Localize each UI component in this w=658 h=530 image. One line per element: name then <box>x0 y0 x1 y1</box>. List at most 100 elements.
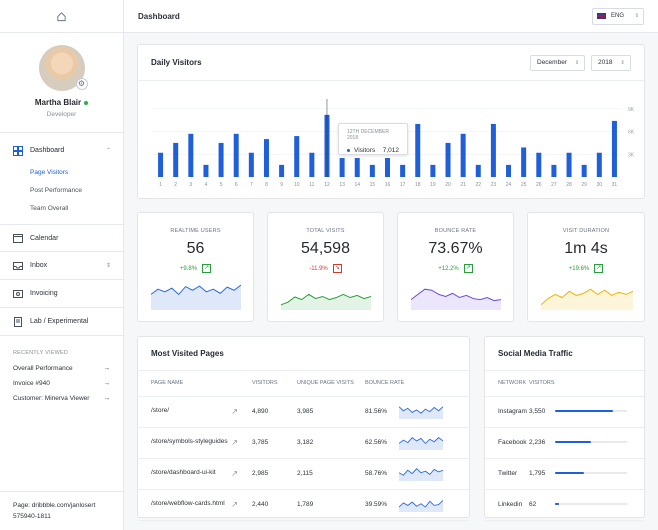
bar-day-26[interactable] <box>536 152 542 177</box>
bar-day-21[interactable] <box>460 133 466 177</box>
bar-day-7[interactable] <box>248 152 254 177</box>
most-visited-pages-card: Most Visited Pages PAGE NAME VISITORS UN… <box>137 336 470 521</box>
tooltip-date: 12TH DECEMBER 2018 <box>347 129 389 141</box>
table-row[interactable]: /store/symbols-styleguides ↗ 3,785 3,182 62.… <box>138 427 469 459</box>
x-tick-label: 12 <box>324 182 330 188</box>
bar-day-29[interactable] <box>581 164 587 177</box>
bar-day-11[interactable] <box>309 152 315 177</box>
series-dot <box>347 149 350 152</box>
page-name-wrap: /store/ ↗ <box>151 407 252 416</box>
visitors-cell: 3,785 <box>252 427 297 459</box>
bar-day-20[interactable] <box>445 142 451 177</box>
page-name[interactable]: /store/symbols-styleguides <box>151 438 228 445</box>
sidebar-item-inbox[interactable]: Inbox ⇕ <box>0 252 123 279</box>
bar-day-24[interactable] <box>506 164 512 177</box>
unique-visits-cell: 2,115 <box>297 458 365 490</box>
col-visitors[interactable]: VISITORS <box>529 371 644 397</box>
bar-day-27[interactable] <box>551 164 557 177</box>
social-card-title: Social Media Traffic <box>498 349 573 358</box>
stat-label: TOTAL VISITS <box>306 228 345 234</box>
nav-lab-section: Lab / Experimental <box>0 308 123 336</box>
bar-day-2[interactable] <box>173 142 179 177</box>
external-link-icon[interactable]: ↗ <box>231 500 238 509</box>
bar-day-6[interactable] <box>233 133 239 177</box>
bar-day-5[interactable] <box>218 142 224 177</box>
bar-day-13[interactable] <box>339 158 345 177</box>
bar-day-19[interactable] <box>430 164 436 177</box>
bar-day-30[interactable] <box>596 152 602 177</box>
language-select[interactable]: ENG ⇕ <box>592 7 644 25</box>
sidebar-item-dashboard[interactable]: Dashboard ⌃ <box>0 137 123 164</box>
page-name-cell: /store/webflow-cards.html ↗ <box>138 489 252 521</box>
recent-item-invoice[interactable]: Invoice #940 → <box>0 376 123 391</box>
table-row[interactable]: Instagram 3,550 <box>485 396 644 428</box>
bar-day-23[interactable] <box>490 123 496 177</box>
home-icon[interactable] <box>56 11 67 22</box>
table-row[interactable]: Facebook 2,236 <box>485 427 644 459</box>
table-row[interactable]: /store/dashboard-ui-kit ↗ 2,985 2,115 58.76% <box>138 458 469 490</box>
pages-table-body: /store/ ↗ 4,890 3,985 81.56% /store/symbols-s… <box>138 396 469 521</box>
recent-item-overall-performance[interactable]: Overall Performance → <box>0 361 123 376</box>
table-row[interactable]: /store/webflow-cards.html ↗ 2,440 1,789 39.5… <box>138 489 469 521</box>
page-name[interactable]: /store/dashboard-ui-kit <box>151 469 216 476</box>
page-name[interactable]: /store/ <box>151 407 170 414</box>
bar-day-15[interactable] <box>369 164 375 177</box>
bar-day-10[interactable] <box>294 136 300 177</box>
col-bounce[interactable]: BOUNCE RATE <box>365 371 469 397</box>
sidebar-item-calendar[interactable]: Calendar <box>0 225 123 251</box>
bar-day-22[interactable] <box>475 164 481 177</box>
table-row[interactable]: Twitter 1,795 <box>485 458 644 490</box>
bounce-sparkline <box>399 499 443 512</box>
profile-name-row: Martha Blair <box>0 98 123 107</box>
bar-day-8[interactable] <box>263 139 269 177</box>
sidebar-subitem-team-overall[interactable]: Team Overall <box>30 205 69 212</box>
external-link-icon[interactable]: ↗ <box>231 469 238 478</box>
avatar[interactable]: ⚙ <box>38 45 88 91</box>
topbar: Dashboard ENG ⇕ <box>124 0 658 33</box>
external-link-icon[interactable]: ↗ <box>231 438 238 447</box>
visitors-cell: 3,550 <box>529 396 555 428</box>
x-tick-label: 28 <box>566 182 572 188</box>
sidebar-subitem-page-visitors[interactable]: Page Visitors <box>30 169 69 176</box>
user-profile: ⚙ Martha Blair Developer <box>0 33 123 133</box>
bar-day-18[interactable] <box>415 123 421 177</box>
chevron-updown-icon[interactable]: ⇕ <box>105 263 111 269</box>
bar-day-9[interactable] <box>279 164 285 177</box>
table-row[interactable]: Linkedin 62 <box>485 489 644 521</box>
recent-item-customer[interactable]: Customer: Minerva Viewer → <box>0 391 123 406</box>
x-tick-label: 19 <box>430 182 436 188</box>
bar-day-28[interactable] <box>566 152 572 177</box>
inbox-icon <box>13 261 23 270</box>
nav-invoicing-section: Invoicing <box>0 280 123 308</box>
bar-day-25[interactable] <box>521 147 527 177</box>
footer-page-link[interactable]: Page: dribbble.com/janlosert <box>13 502 96 509</box>
bar-day-17[interactable] <box>400 164 406 177</box>
gear-icon[interactable]: ⚙ <box>75 78 88 90</box>
month-select[interactable]: December ⇕ <box>530 54 585 71</box>
col-network[interactable]: NETWORK <box>485 371 529 397</box>
page-name[interactable]: /store/webflow-cards.html <box>151 500 225 507</box>
bar-day-4[interactable] <box>203 164 209 177</box>
social-table-body: Instagram 3,550 Facebook 2,236 Twitter 1,795 L… <box>485 396 644 521</box>
bar-day-16[interactable] <box>385 158 390 177</box>
bar-day-14[interactable] <box>354 158 360 177</box>
bar-day-1[interactable] <box>158 152 164 177</box>
chevron-up-icon[interactable]: ⌃ <box>105 148 111 154</box>
network-cell: Facebook <box>485 427 529 459</box>
bar-day-3[interactable] <box>188 133 194 177</box>
external-link-icon[interactable]: ↗ <box>231 407 238 416</box>
sidebar-item-invoicing[interactable]: Invoicing <box>0 280 123 307</box>
year-select[interactable]: 2018 ⇕ <box>591 54 631 71</box>
col-page-name[interactable]: PAGE NAME <box>138 371 252 397</box>
sidebar-item-lab[interactable]: Lab / Experimental <box>0 308 123 335</box>
col-unique[interactable]: UNIQUE PAGE VISITS <box>297 371 365 397</box>
table-row[interactable]: /store/ ↗ 4,890 3,985 81.56% <box>138 396 469 428</box>
sparkline-line <box>541 288 633 306</box>
x-tick-label: 29 <box>581 182 587 188</box>
x-tick-label: 11 <box>309 182 314 188</box>
bar-day-31[interactable] <box>611 120 617 177</box>
col-visitors[interactable]: VISITORS <box>252 371 297 397</box>
sidebar-subitem-post-performance[interactable]: Post Performance <box>30 187 83 194</box>
profile-name: Martha Blair <box>34 98 82 107</box>
share-bar-track <box>555 441 627 444</box>
